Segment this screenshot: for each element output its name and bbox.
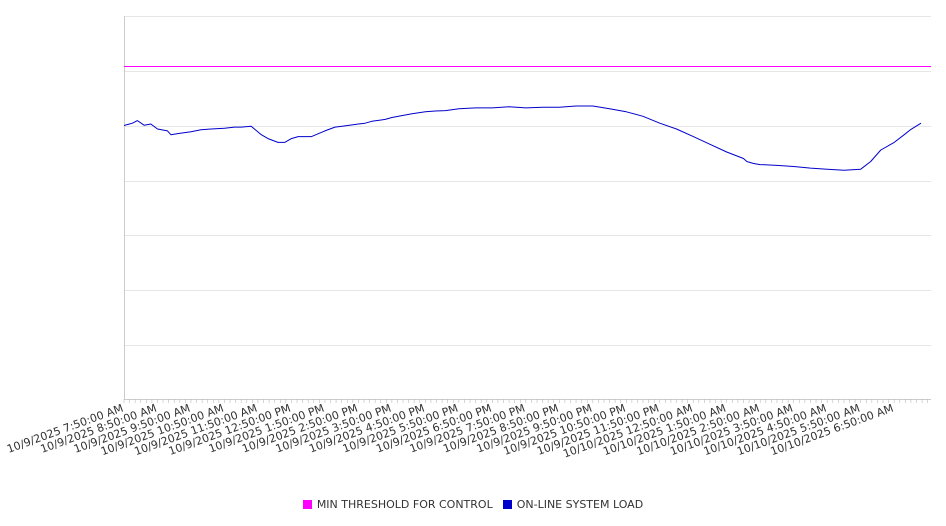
x-axis-minor-ticks: [123, 399, 928, 403]
gridlines: [124, 16, 931, 346]
legend-item-online-system-load[interactable]: ON-LINE SYSTEM LOAD: [502, 498, 644, 511]
series-line-online-system-load: [123, 105, 922, 171]
legend-label-online-system-load: ON-LINE SYSTEM LOAD: [516, 498, 644, 511]
legend-swatch-online-system-load: [502, 500, 512, 509]
legend-swatch-min-threshold: [302, 500, 312, 509]
legend-item-min-threshold[interactable]: MIN THRESHOLD FOR CONTROL: [302, 498, 493, 511]
legend-label-min-threshold: MIN THRESHOLD FOR CONTROL: [316, 498, 493, 511]
legend: MIN THRESHOLD FOR CONTROL ON-LINE SYSTEM…: [0, 498, 946, 511]
